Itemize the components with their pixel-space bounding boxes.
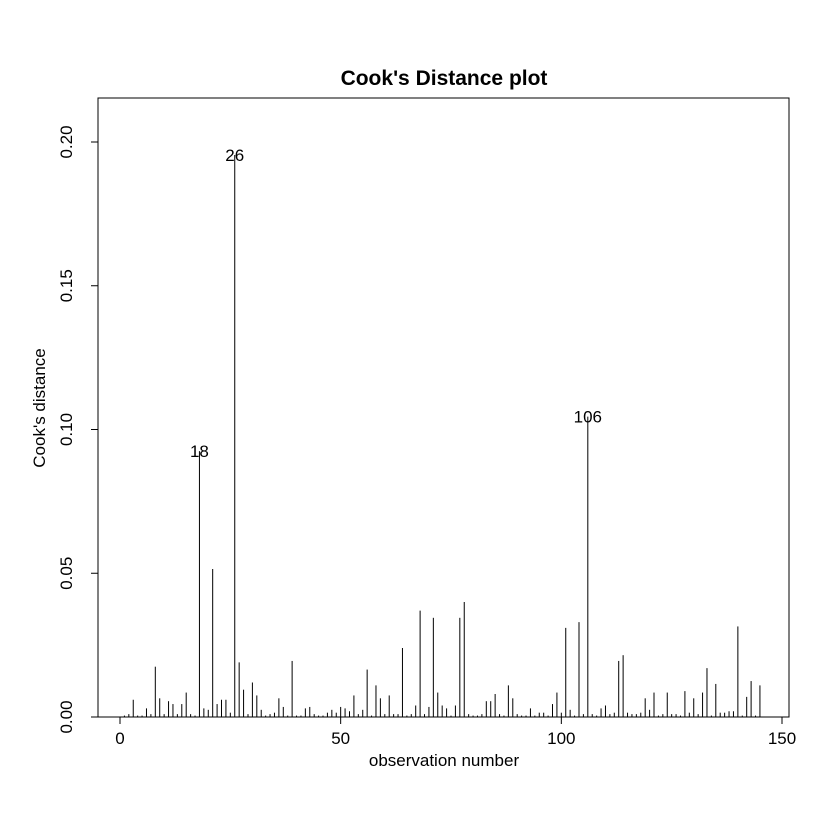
y-tick-label: 0.10 [57,413,76,446]
x-axis: 0 50 100 150 [115,716,796,748]
y-axis-label: Cook's distance [30,348,49,467]
x-axis-label: observation number [369,751,520,770]
x-tick-label: 150 [768,729,796,748]
x-tick-label: 0 [115,729,124,748]
y-tick-label: 0.05 [57,557,76,590]
point-label-18: 18 [190,442,209,461]
spike-series [123,154,761,717]
point-labels: 18 26 106 [190,146,602,461]
x-tick-label: 100 [547,729,575,748]
y-tick-label: 0.20 [57,125,76,158]
point-label-106: 106 [574,408,602,427]
point-label-26: 26 [225,146,244,165]
y-axis: 0.00 0.05 0.10 0.15 0.20 [57,125,99,734]
y-tick-label: 0.00 [57,700,76,733]
chart-title: Cook's Distance plot [341,67,548,90]
x-tick-label: 50 [331,729,350,748]
y-tick-label: 0.15 [57,269,76,302]
plot-frame [97,97,790,718]
